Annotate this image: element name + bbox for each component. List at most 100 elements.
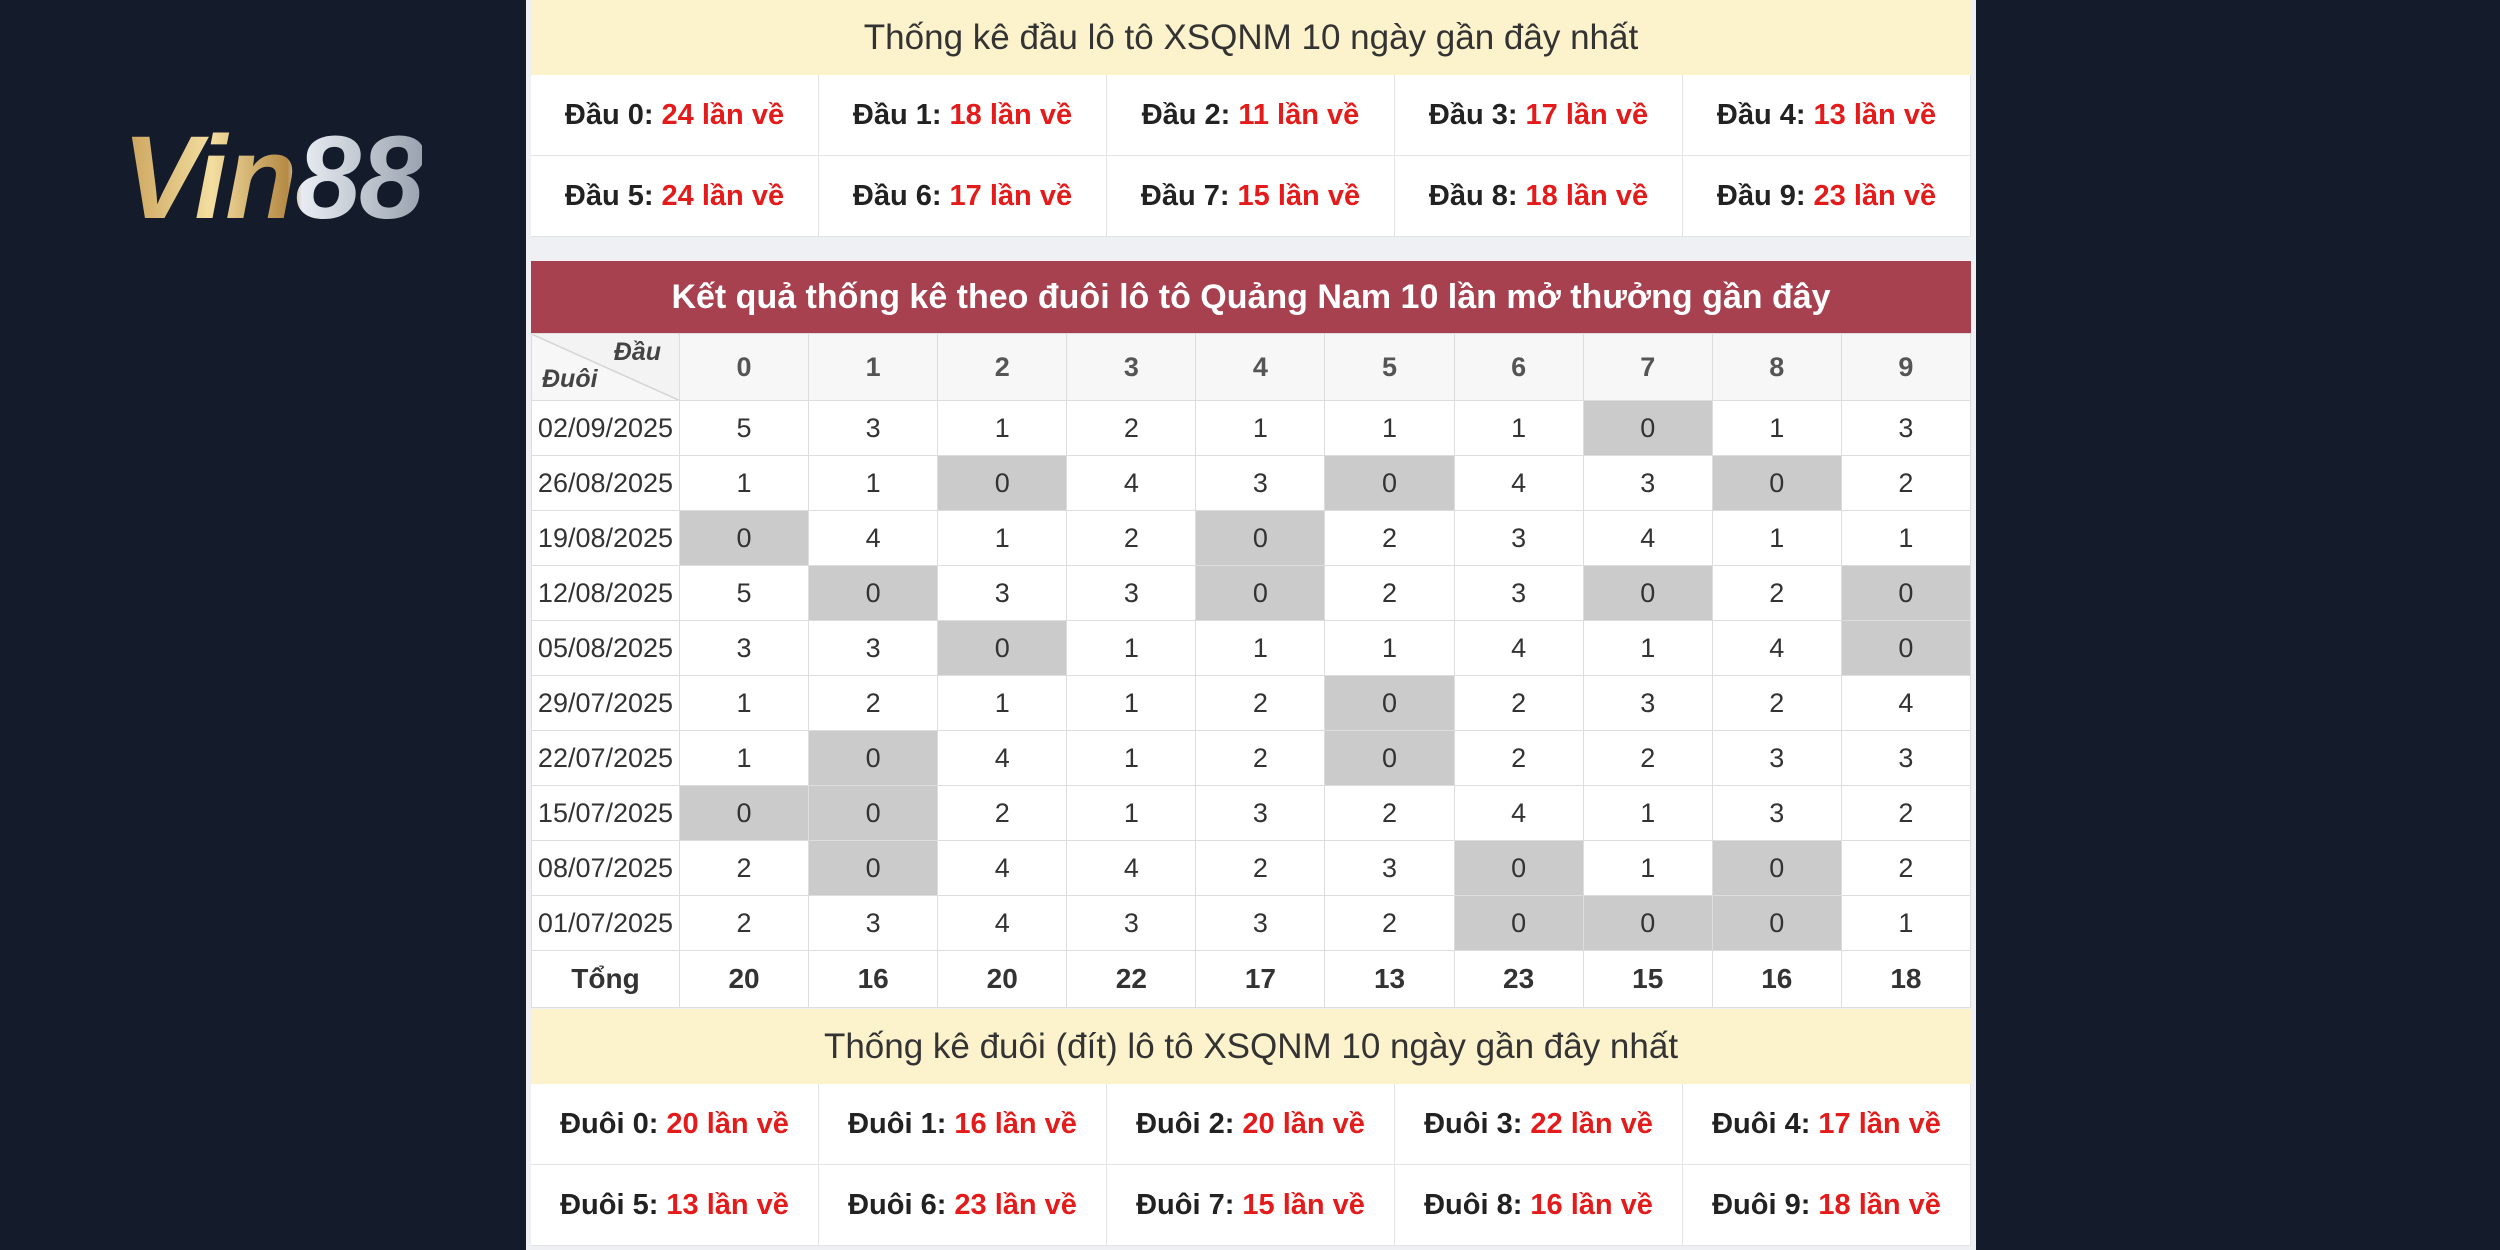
count-cell: 2 xyxy=(1711,675,1842,731)
count-cell: 3 xyxy=(1195,895,1326,951)
stat-value: 18 lần về xyxy=(1818,1188,1941,1221)
count-cell: 1 xyxy=(1066,730,1197,786)
stat-label: Đầu 4: xyxy=(1716,98,1806,131)
count-cell: 1 xyxy=(1195,620,1326,676)
count-cell: 3 xyxy=(1195,455,1326,511)
count-cell: 4 xyxy=(808,510,939,566)
total-cell: 15 xyxy=(1582,950,1713,1008)
stat-value: 23 lần về xyxy=(1813,179,1937,212)
stat-label: Đầu 5: xyxy=(564,179,654,212)
count-cell: 1 xyxy=(678,730,810,786)
count-cell: 3 xyxy=(1711,730,1842,786)
count-cell: 0 xyxy=(1582,565,1713,621)
count-cell: 0 xyxy=(1195,510,1326,566)
stats-grid: Đuôi 0: 20 lần về Đuôi 1: 16 lần về Đuôi 2: 2… xyxy=(531,1084,1971,1246)
count-cell: 0 xyxy=(1840,620,1972,676)
count-cell: 3 xyxy=(1195,785,1326,841)
stat-value: 13 lần về xyxy=(1813,98,1937,131)
count-cell: 0 xyxy=(1711,455,1842,511)
count-cell: 3 xyxy=(1711,785,1842,841)
count-cell: 1 xyxy=(1840,895,1972,951)
date-cell: 29/07/2025 xyxy=(531,675,680,731)
count-cell: 0 xyxy=(937,455,1068,511)
count-cell: 2 xyxy=(1453,675,1584,731)
count-cell: 1 xyxy=(678,455,810,511)
count-cell: 3 xyxy=(1840,400,1972,456)
stat-cell: Đuôi 8: 16 lần về xyxy=(1395,1165,1683,1246)
count-cell: 3 xyxy=(1066,565,1197,621)
column-header: 0 xyxy=(678,333,810,401)
count-cell: 0 xyxy=(678,785,810,841)
count-cell: 1 xyxy=(1582,840,1713,896)
stat-cell: Đầu 3: 17 lần về xyxy=(1395,75,1683,156)
data-row: 29/07/2025 1 2 1 1 2 0 2 3 2 4 xyxy=(531,675,1972,731)
stat-value: 17 lần về xyxy=(1525,98,1649,131)
stat-value: 20 lần về xyxy=(666,1107,789,1140)
count-cell: 2 xyxy=(1195,675,1326,731)
count-cell: 1 xyxy=(1582,620,1713,676)
count-cell: 2 xyxy=(1324,785,1455,841)
stat-label: Đuôi 1: xyxy=(848,1107,947,1140)
count-cell: 3 xyxy=(937,565,1068,621)
stats-grid: Đầu 0: 24 lần về Đầu 1: 18 lần về Đầu 2: 11 l… xyxy=(531,75,1971,237)
total-cell: 23 xyxy=(1453,950,1584,1008)
count-cell: 3 xyxy=(678,620,810,676)
count-cell: 3 xyxy=(808,620,939,676)
count-cell: 2 xyxy=(1195,730,1326,786)
count-cell: 1 xyxy=(937,675,1068,731)
count-cell: 0 xyxy=(1711,895,1842,951)
panel: Thống kê đầu lô tô XSQNM 10 ngày gần đây… xyxy=(526,0,1976,1250)
stat-label: Đầu 1: xyxy=(852,98,942,131)
stat-cell: Đuôi 2: 20 lần về xyxy=(1107,1084,1395,1165)
column-header: 5 xyxy=(1324,333,1455,401)
total-cell: 16 xyxy=(1711,950,1842,1008)
count-cell: 0 xyxy=(1324,455,1455,511)
count-cell: 2 xyxy=(1840,840,1972,896)
column-header: 8 xyxy=(1711,333,1842,401)
header-row: Đầu Đuôi 0 1 2 3 4 5 6 7 8 9 xyxy=(531,333,1972,401)
stat-cell: Đuôi 4: 17 lần về xyxy=(1683,1084,1971,1165)
count-cell: 0 xyxy=(1711,840,1842,896)
count-cell: 1 xyxy=(1453,400,1584,456)
stat-cell: Đầu 1: 18 lần về xyxy=(819,75,1107,156)
count-cell: 5 xyxy=(678,400,810,456)
count-cell: 1 xyxy=(1066,675,1197,731)
stats-title: Thống kê đầu lô tô XSQNM 10 ngày gần đây… xyxy=(531,0,1971,75)
stat-label: Đuôi 7: xyxy=(1136,1188,1235,1221)
stat-value: 16 lần về xyxy=(954,1107,1077,1140)
count-cell: 5 xyxy=(678,565,810,621)
count-cell: 2 xyxy=(1324,565,1455,621)
stat-label: Đuôi 8: xyxy=(1424,1188,1523,1221)
count-cell: 3 xyxy=(1453,565,1584,621)
count-cell: 4 xyxy=(1840,675,1972,731)
count-cell: 2 xyxy=(1582,730,1713,786)
table-title: Kết quả thống kê theo đuôi lô tô Quảng N… xyxy=(531,261,1971,333)
total-cell: 20 xyxy=(678,950,810,1008)
column-header: 3 xyxy=(1066,333,1197,401)
total-cell: 20 xyxy=(937,950,1068,1008)
result-table: Đầu Đuôi 0 1 2 3 4 5 6 7 8 9 02/09/2025 5 3 1 2 1 1 1 0 1 3 26/… xyxy=(531,333,1972,1008)
count-cell: 4 xyxy=(937,730,1068,786)
stat-value: 17 lần về xyxy=(949,179,1073,212)
count-cell: 1 xyxy=(1066,620,1197,676)
count-cell: 2 xyxy=(937,785,1068,841)
count-cell: 2 xyxy=(678,840,810,896)
date-cell: 01/07/2025 xyxy=(531,895,680,951)
count-cell: 3 xyxy=(1453,510,1584,566)
count-cell: 4 xyxy=(937,840,1068,896)
logo: Vin88 xyxy=(122,112,424,244)
count-cell: 1 xyxy=(1840,510,1972,566)
count-cell: 0 xyxy=(808,565,939,621)
stat-cell: Đầu 6: 17 lần về xyxy=(819,156,1107,237)
count-cell: 2 xyxy=(678,895,810,951)
date-cell: 19/08/2025 xyxy=(531,510,680,566)
column-header: 6 xyxy=(1453,333,1584,401)
data-row: 15/07/2025 0 0 2 1 3 2 4 1 3 2 xyxy=(531,785,1972,841)
count-cell: 4 xyxy=(1066,455,1197,511)
count-cell: 3 xyxy=(1840,730,1972,786)
stat-label: Đầu 2: xyxy=(1141,98,1231,131)
stat-label: Đuôi 6: xyxy=(848,1188,947,1221)
stat-value: 18 lần về xyxy=(949,98,1073,131)
stat-label: Đuôi 9: xyxy=(1712,1188,1811,1221)
count-cell: 3 xyxy=(808,400,939,456)
